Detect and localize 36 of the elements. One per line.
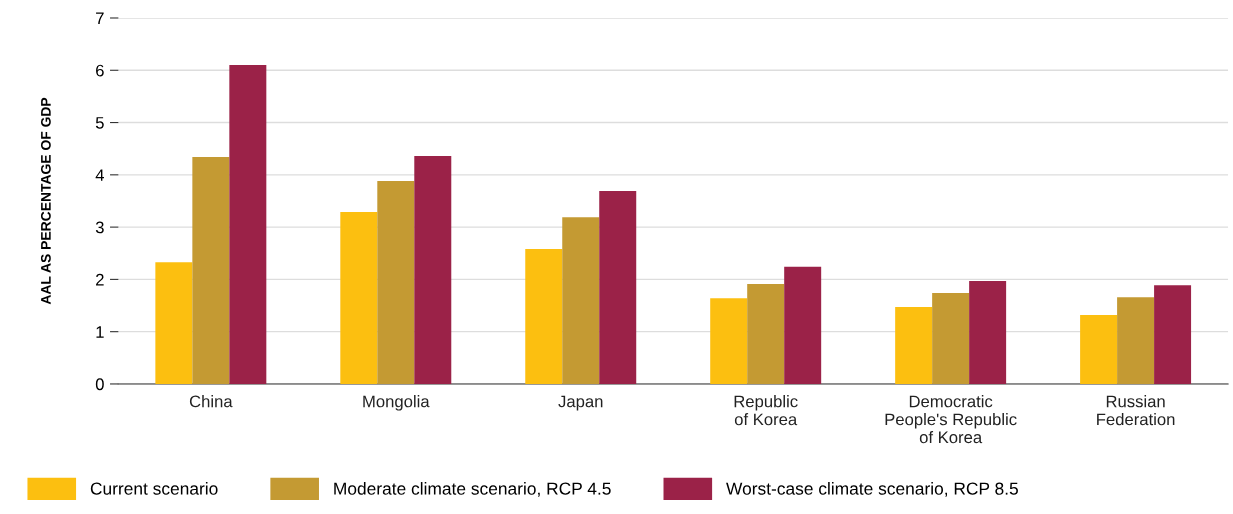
bar <box>1154 285 1192 384</box>
x-tick-label: Russian Federation <box>1097 395 1175 426</box>
y-tick-label: 0 <box>95 378 104 391</box>
y-axis-title: AAL AS PERCENTAGE OF GDP <box>40 97 51 305</box>
y-tick-label: 3 <box>95 221 104 234</box>
bar <box>1080 314 1118 384</box>
y-tick-label: 5 <box>95 117 104 129</box>
bar <box>192 157 230 384</box>
bar <box>599 191 637 384</box>
bar <box>377 181 415 384</box>
bar <box>562 217 600 384</box>
bar <box>229 65 267 384</box>
legend-label: Current scenario <box>90 482 218 495</box>
legend-label: Moderate climate scenario, RCP 4.5 <box>334 482 611 497</box>
y-tick-label: 2 <box>96 273 104 286</box>
x-tick-label: Republic of Korea <box>734 395 798 426</box>
bar <box>932 292 970 384</box>
bar <box>747 284 785 384</box>
y-tick-label: 7 <box>96 12 104 25</box>
legend-label: Worst-case climate scenario, RCP 8.5 <box>726 482 1018 497</box>
bar <box>784 266 822 384</box>
x-tick-label: China <box>189 395 233 408</box>
bar <box>969 280 1007 384</box>
bar <box>710 298 748 384</box>
y-tick-label: 6 <box>96 64 104 77</box>
x-tick-label: Japan <box>558 395 603 411</box>
bar <box>895 307 933 384</box>
x-tick-label: Democratic People's Republic of Korea <box>885 395 1017 444</box>
bar <box>1117 297 1155 384</box>
bar <box>155 262 193 384</box>
bar <box>340 211 378 384</box>
y-tick-label: 4 <box>95 169 104 181</box>
x-tick-label: Mongolia <box>363 395 430 411</box>
bar <box>525 249 563 384</box>
bar <box>414 156 452 384</box>
y-tick-label: 1 <box>96 326 104 338</box>
